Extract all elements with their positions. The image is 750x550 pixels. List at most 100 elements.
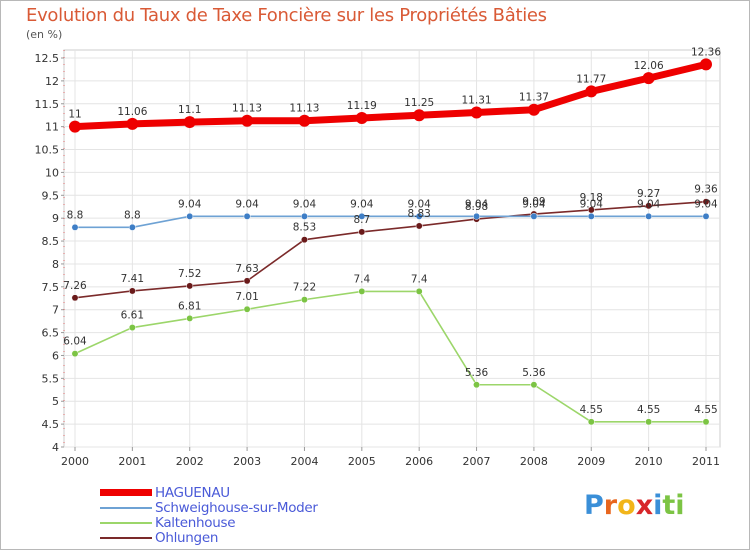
- data-point-haguenau: [527, 103, 540, 116]
- data-point-schweighouse-sur-moder: [473, 212, 480, 220]
- data-label-schweighouse-sur-moder: 9.04: [407, 198, 431, 210]
- data-point-kaltenhouse: [415, 287, 423, 295]
- data-label-kaltenhouse: 5.36: [465, 367, 489, 379]
- series-line-kaltenhouse: [74, 290, 706, 423]
- data-point-haguenau: [183, 116, 196, 129]
- y-tick-label: 7.5: [42, 281, 60, 294]
- data-point-kaltenhouse: [243, 305, 251, 313]
- data-point-haguenau: [700, 58, 712, 71]
- y-tick-label: 9.5: [42, 189, 60, 202]
- x-tick-label: 2010: [635, 455, 663, 468]
- data-point-ohlungen: [186, 282, 194, 290]
- data-label-schweighouse-sur-moder: 9.04: [235, 198, 259, 210]
- data-point-haguenau: [470, 106, 483, 119]
- data-point-schweighouse-sur-moder: [301, 212, 308, 220]
- x-tick-label: 2004: [290, 455, 318, 468]
- data-point-kaltenhouse: [301, 296, 308, 304]
- data-label-kaltenhouse: 7.01: [235, 291, 258, 303]
- y-tick-label: 10.5: [35, 144, 60, 157]
- legend-label-schweighouse: Schweighouse-sur-Moder: [155, 500, 318, 516]
- data-point-haguenau: [355, 111, 368, 124]
- data-label-schweighouse-sur-moder: 8.8: [67, 209, 84, 221]
- data-label-schweighouse-sur-moder: 9.04: [637, 198, 661, 210]
- data-point-haguenau: [126, 117, 139, 130]
- data-label-haguenau: 11.1: [178, 104, 201, 116]
- data-point-schweighouse-sur-moder: [71, 223, 79, 231]
- data-label-ohlungen: 8.83: [407, 208, 430, 220]
- data-label-ohlungen: 8.53: [293, 222, 316, 234]
- data-label-kaltenhouse: 4.55: [637, 404, 660, 416]
- data-label-haguenau: 11: [68, 109, 81, 121]
- data-label-ohlungen: 7.52: [178, 268, 201, 280]
- legend-label-ohlungen: Ohlungen: [155, 530, 219, 546]
- data-label-schweighouse-sur-moder: 9.04: [522, 198, 546, 210]
- x-tick-label: 2008: [520, 455, 548, 468]
- series-line-ohlungen: [74, 200, 707, 299]
- legend-swatch-kaltenhouse: [100, 522, 152, 524]
- data-label-haguenau: 11.19: [347, 100, 377, 112]
- y-tick-label: 4: [52, 441, 59, 454]
- data-label-schweighouse-sur-moder: 9.04: [465, 198, 489, 210]
- data-label-ohlungen: 8.98: [465, 201, 488, 213]
- series-line-haguenau: [74, 61, 707, 131]
- data-label-schweighouse-sur-moder: 9.04: [694, 198, 718, 210]
- data-point-haguenau: [69, 120, 81, 133]
- data-label-ohlungen: 7.63: [235, 263, 258, 275]
- y-tick-label: 12: [45, 75, 59, 88]
- data-label-schweighouse-sur-moder: 9.04: [293, 198, 317, 210]
- y-tick-label: 12.5: [35, 52, 60, 65]
- data-label-kaltenhouse: 6.04: [63, 336, 87, 348]
- data-label-kaltenhouse: 5.36: [522, 367, 546, 379]
- data-point-schweighouse-sur-moder: [186, 212, 194, 220]
- data-label-ohlungen: 9.27: [637, 188, 660, 200]
- plot-area: [63, 49, 721, 448]
- data-point-haguenau: [642, 72, 655, 85]
- data-point-schweighouse-sur-moder: [358, 212, 366, 220]
- legend-label-haguenau: HAGUENAU: [155, 485, 230, 501]
- data-point-schweighouse-sur-moder: [645, 212, 653, 220]
- chart-title: Evolution du Taux de Taxe Foncière sur l…: [26, 5, 547, 26]
- series-line-schweighouse-sur-moder: [75, 215, 706, 229]
- y-tick-label: 6.5: [42, 327, 60, 340]
- data-point-kaltenhouse: [473, 381, 480, 389]
- data-label-haguenau: 11.13: [232, 103, 262, 115]
- data-label-kaltenhouse: 7.4: [411, 273, 428, 285]
- data-point-schweighouse-sur-moder: [587, 212, 595, 220]
- data-point-kaltenhouse: [71, 350, 79, 358]
- data-label-haguenau: 11.06: [117, 106, 147, 118]
- data-point-schweighouse-sur-moder: [530, 212, 538, 220]
- data-point-ohlungen: [645, 202, 653, 210]
- data-point-kaltenhouse: [358, 287, 366, 295]
- data-label-schweighouse-sur-moder: 9.04: [178, 198, 202, 210]
- data-point-kaltenhouse: [702, 418, 710, 426]
- data-label-ohlungen: 8.7: [353, 214, 370, 226]
- data-point-ohlungen: [415, 222, 423, 230]
- x-tick-label: 2006: [405, 455, 433, 468]
- x-tick-label: 2011: [692, 455, 720, 468]
- data-label-ohlungen: 9.09: [522, 196, 545, 208]
- x-tick-label: 2001: [118, 455, 146, 468]
- data-point-kaltenhouse: [186, 314, 194, 322]
- legend-swatch-haguenau: [100, 489, 152, 496]
- data-point-ohlungen: [243, 277, 251, 285]
- legend-swatch-schweighouse: [100, 507, 152, 509]
- data-point-kaltenhouse: [645, 418, 653, 426]
- data-point-ohlungen: [71, 294, 79, 302]
- data-label-haguenau: 11.13: [289, 103, 319, 115]
- x-tick-label: 2009: [577, 455, 605, 468]
- y-tick-label: 4.5: [42, 418, 60, 431]
- data-point-ohlungen: [128, 287, 136, 295]
- y-tick-label: 11: [45, 121, 59, 134]
- data-point-haguenau: [413, 109, 426, 122]
- data-point-kaltenhouse: [530, 381, 538, 389]
- y-tick-label: 6: [52, 349, 59, 362]
- proxiti-logo: Proxiti: [584, 490, 685, 521]
- data-label-haguenau: 11.37: [519, 92, 549, 104]
- data-label-kaltenhouse: 6.61: [121, 310, 144, 322]
- x-tick-label: 2007: [463, 455, 491, 468]
- data-label-ohlungen: 9.36: [694, 184, 718, 196]
- data-label-ohlungen: 7.41: [121, 273, 144, 285]
- data-point-schweighouse-sur-moder: [702, 212, 710, 220]
- data-point-ohlungen: [702, 198, 710, 206]
